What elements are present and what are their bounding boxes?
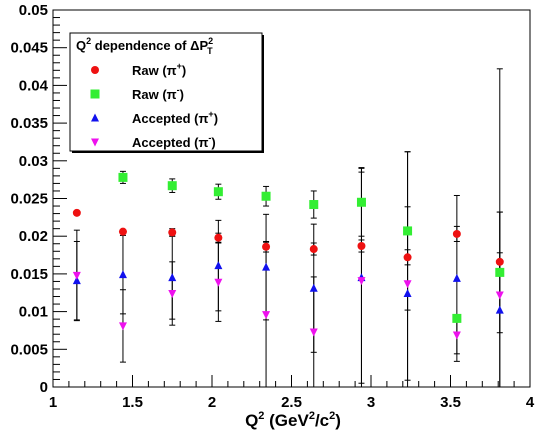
data-point: [495, 305, 504, 314]
data-point: [262, 311, 271, 320]
data-point: [357, 277, 366, 286]
data-point: [357, 242, 366, 251]
data-point: [214, 278, 223, 287]
legend-title: Q2 dependence of ΔP2 T: [76, 36, 213, 56]
y-tick-label: 0.03: [19, 153, 48, 170]
legend-entry-label: Accepted (π-): [132, 133, 216, 150]
data-point: [168, 273, 177, 282]
data-point: [262, 262, 271, 271]
data-point: [309, 328, 318, 337]
x-tick-label: 2: [208, 394, 216, 411]
data-point: [72, 276, 81, 285]
y-tick-label: 0.015: [10, 266, 48, 283]
legend-entry-label: Raw (π+): [132, 61, 186, 78]
tick-layer: 0 0.005 0.01 0.015 0.02 0.025 0.03 0.035 0.04 0.0…: [10, 2, 534, 411]
x-tick-label: 1: [49, 394, 57, 411]
data-point: [403, 253, 412, 262]
data-point: [118, 227, 127, 236]
y-tick-label: 0.04: [19, 77, 49, 94]
data-point: [214, 233, 223, 242]
data-point: [356, 197, 366, 207]
x-tick-label: 2.5: [281, 394, 302, 411]
data-point: [118, 270, 127, 279]
data-point: [403, 280, 412, 289]
data-point: [309, 283, 318, 292]
data-point: [403, 289, 412, 298]
data-point: [495, 291, 504, 300]
data-point: [214, 261, 223, 270]
data-point: [72, 271, 81, 280]
data-point: [213, 187, 223, 197]
x-tick-label: 3.5: [440, 394, 461, 411]
data-point: [309, 245, 318, 254]
data-point: [72, 208, 81, 217]
data-point: [452, 331, 461, 340]
data-point: [452, 313, 462, 323]
x-tick-label: 3: [367, 394, 375, 411]
legend-marker: [91, 113, 99, 122]
data-point: [495, 257, 504, 266]
y-tick-label: 0: [40, 379, 48, 396]
legend-marker: [90, 89, 100, 99]
x-axis-title: Q2 (GeV2/c2): [245, 410, 341, 430]
data-point: [309, 200, 319, 210]
y-tick-label: 0.05: [19, 2, 48, 19]
y-tick-label: 0.02: [19, 228, 48, 245]
data-point: [403, 226, 413, 236]
data-point: [118, 172, 128, 182]
data-point: [167, 181, 177, 191]
legend-entry-label: Accepted (π+): [132, 109, 218, 126]
marker-layer: [72, 172, 505, 340]
legend-box: [69, 32, 263, 152]
legend-layer: Q2 dependence of ΔP2 T Raw (π+) Raw (π-) Acc…: [69, 32, 264, 153]
y-tick-label: 0.005: [10, 341, 48, 358]
data-point: [261, 191, 271, 201]
data-point: [495, 267, 505, 277]
y-tick-label: 0.01: [19, 304, 48, 321]
legend-marker: [91, 66, 99, 74]
x-tick-label: 4: [526, 394, 535, 411]
y-tick-label: 0.045: [10, 40, 48, 57]
y-tick-label: 0.025: [10, 191, 48, 208]
data-point: [168, 290, 177, 299]
y-tick-label: 0.035: [10, 115, 48, 132]
x-tick-label: 1.5: [122, 394, 143, 411]
legend-entry-label: Raw (π-): [132, 85, 184, 102]
data-point: [118, 322, 127, 331]
data-point: [262, 242, 271, 251]
legend-marker: [91, 138, 99, 147]
data-point: [168, 228, 177, 237]
data-point: [452, 273, 461, 282]
data-point: [452, 229, 461, 238]
